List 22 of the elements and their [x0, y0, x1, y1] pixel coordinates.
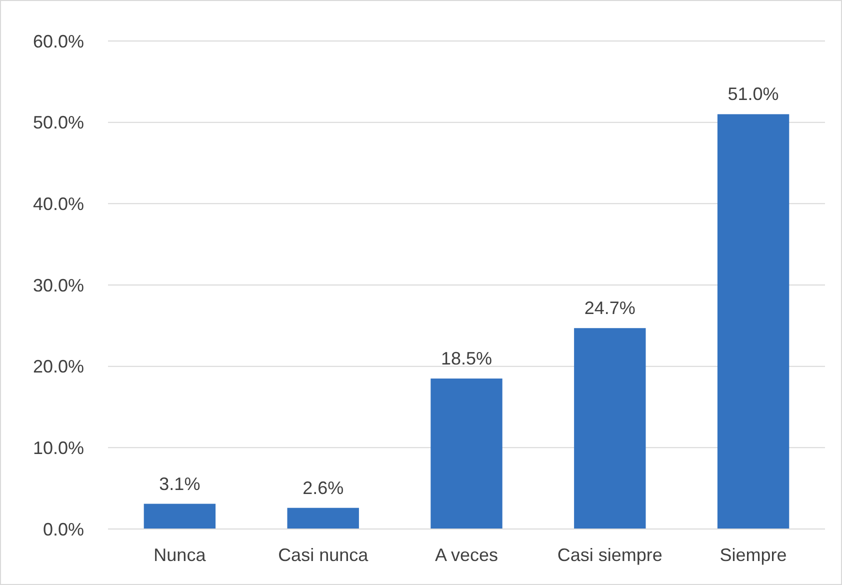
x-tick-label: A veces [434, 545, 498, 565]
bar [430, 378, 502, 529]
x-tick-label: Casi siempre [557, 545, 662, 565]
y-tick-label: 0.0% [42, 519, 84, 540]
y-tick-label: 40.0% [32, 194, 84, 214]
data-label: 2.6% [302, 478, 344, 498]
data-label: 3.1% [159, 474, 200, 494]
y-tick-label: 60.0% [32, 31, 84, 52]
data-label: 18.5% [440, 348, 492, 369]
y-tick-label: 50.0% [32, 112, 84, 133]
y-tick-label: 10.0% [32, 438, 84, 458]
x-tick-label: Siempre [720, 545, 787, 565]
bar [287, 508, 359, 529]
y-tick-label: 20.0% [32, 356, 84, 377]
x-tick-label: Casi nunca [278, 545, 370, 565]
bar [717, 114, 790, 529]
data-label: 51.0% [728, 84, 779, 104]
x-tick-label: Nunca [154, 545, 207, 565]
y-tick-label: 30.0% [32, 275, 84, 296]
bar [574, 328, 646, 529]
data-label: 24.7% [584, 298, 636, 318]
bar [144, 504, 216, 529]
